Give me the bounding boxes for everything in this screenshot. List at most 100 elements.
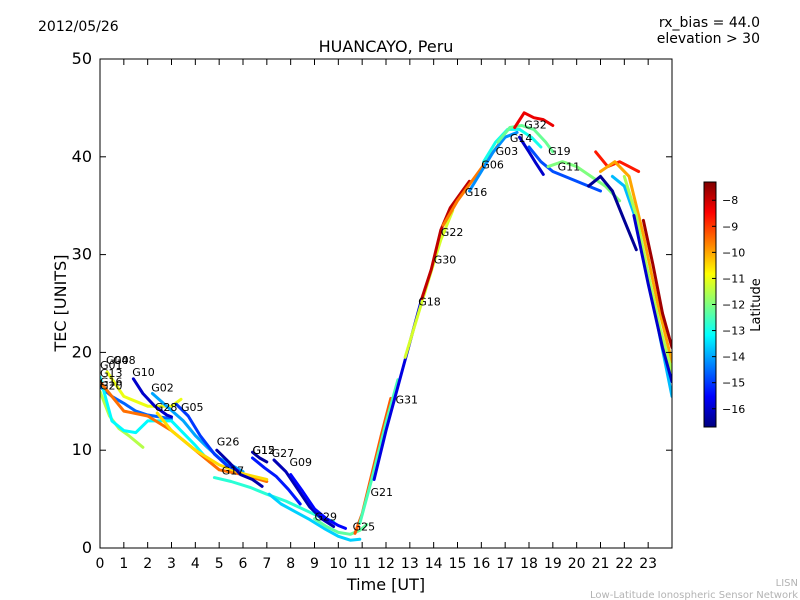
- satellite-label-g16: G16: [100, 376, 123, 389]
- series-line-g33: [599, 160, 672, 364]
- satellite-label-g02: G02: [151, 382, 174, 395]
- colorbar-tick-label: −9: [722, 220, 738, 233]
- x-tick-label: 6: [239, 556, 248, 572]
- x-tick-label: 10: [329, 556, 347, 572]
- series-layer: [100, 111, 672, 542]
- y-tick-label: 30: [72, 245, 92, 264]
- satellite-label-g22: G22: [441, 226, 464, 239]
- x-tick-label: 17: [496, 556, 514, 572]
- footer-network-name: Low-Latitude Ionospheric Sensor Network: [590, 590, 798, 600]
- chart-title: HUANCAYO, Peru: [319, 37, 454, 56]
- satellite-label-g10: G10: [132, 366, 155, 379]
- series-line-g35: [622, 174, 672, 374]
- satellite-label-g27: G27: [272, 447, 295, 460]
- y-tick-label: 0: [82, 538, 92, 557]
- satellite-label-g03: G03: [496, 145, 519, 158]
- colorbar-tick-label: −13: [722, 325, 745, 338]
- x-tick-label: 23: [639, 556, 657, 572]
- colorbar-tick-label: −15: [722, 377, 745, 390]
- series-line-g07: [105, 370, 183, 408]
- series-line-g15: [251, 450, 269, 464]
- y-tick-label: 20: [72, 342, 92, 361]
- satellite-label-g13: G13: [100, 367, 123, 380]
- x-tick-label: 12: [377, 556, 395, 572]
- x-tick-label: 16: [472, 556, 490, 572]
- satellite-label-g15: G15: [253, 444, 276, 457]
- satellite-label-g08: G08: [113, 354, 136, 367]
- x-tick-label: 8: [286, 556, 295, 572]
- elevation-label: elevation > 30: [657, 31, 760, 47]
- series-line-g19: [518, 135, 545, 176]
- satellite-label-g28: G28: [155, 401, 178, 414]
- satellite-label-g31: G31: [396, 393, 419, 406]
- satellite-label-g05: G05: [181, 401, 204, 414]
- axes: 0 1 2 3 4 5 6 7 8 9 10 11 12 13 14 15 16 17 18 19 20 21 22 2301…: [72, 49, 672, 572]
- satellite-label-g20: G20: [100, 380, 123, 393]
- series-line-g03: [482, 127, 543, 164]
- series-line-g29: [267, 492, 362, 542]
- series-line-g11: [546, 160, 622, 203]
- series-line-g01: [594, 150, 641, 173]
- series-line-g14: [496, 124, 555, 154]
- date-label: 2012/05/26: [38, 19, 119, 35]
- y-tick-label: 40: [72, 147, 92, 166]
- x-tick-label: 22: [615, 556, 633, 572]
- x-tick-label: 0: [96, 556, 105, 572]
- satellite-label-g04: G04: [106, 354, 129, 367]
- colorbar-tick-label: −16: [722, 403, 745, 416]
- series-line-g10: [131, 377, 173, 419]
- satellite-label-g16: G16: [465, 186, 488, 199]
- x-tick-label: 18: [520, 556, 538, 572]
- series-line-g09: [289, 473, 347, 530]
- satellite-label-g30: G30: [434, 253, 457, 266]
- series-line-g27: [272, 458, 336, 528]
- satellite-label-g18: G18: [418, 296, 441, 309]
- series-line-g05: [174, 402, 240, 473]
- x-tick-label: 19: [544, 556, 562, 572]
- series-line-g13: [100, 375, 212, 464]
- series-line-g32: [513, 111, 555, 129]
- x-tick-label: 3: [167, 556, 176, 572]
- colorbar-tick-label: −12: [722, 299, 745, 312]
- satellite-label-g11: G11: [558, 161, 581, 174]
- series-line-g28: [155, 411, 269, 481]
- satellite-label-g17: G17: [222, 465, 245, 478]
- x-tick-label: 5: [215, 556, 224, 572]
- x-tick-label: 14: [425, 556, 443, 572]
- x-tick-label: 9: [310, 556, 319, 572]
- y-tick-label: 50: [72, 49, 92, 68]
- x-tick-label: 13: [401, 556, 419, 572]
- y-axis-label: TEC [UNITS]: [51, 255, 70, 353]
- series-line-g12: [251, 456, 302, 506]
- y-tick-label: 10: [72, 440, 92, 459]
- satellite-label-g29: G29: [315, 511, 338, 524]
- satellite-label-g21: G21: [371, 486, 394, 499]
- series-line-g23: [587, 174, 638, 252]
- satellite-label-g19: G19: [548, 145, 571, 158]
- series-line-g37: [632, 214, 672, 384]
- satellite-label-g12: G12: [253, 444, 276, 457]
- colorbar-tick-label: −8: [722, 194, 738, 207]
- satellite-label-g01: G01: [100, 359, 123, 372]
- series-line-g31: [358, 378, 400, 525]
- satellite-label-g09: G09: [290, 456, 313, 469]
- series-line-g36: [641, 218, 672, 349]
- rx-bias-label: rx_bias = 44.0: [659, 15, 760, 31]
- x-tick-label: 15: [449, 556, 467, 572]
- satellite-label-g25: G25: [353, 520, 376, 533]
- x-axis-label: Time [UT]: [346, 575, 425, 594]
- colorbar-label: Latitude: [749, 278, 764, 332]
- footer-network-short: LISN: [776, 578, 798, 589]
- satellite-label-g32: G32: [524, 118, 547, 131]
- x-tick-label: 7: [262, 556, 271, 572]
- x-tick-label: 1: [119, 556, 128, 572]
- satellite-label-g26: G26: [217, 435, 240, 448]
- plot-frame: [99, 58, 673, 549]
- x-tick-label: 2: [143, 556, 152, 572]
- colorbar-tick-label: −11: [722, 272, 745, 285]
- x-tick-label: 4: [191, 556, 200, 572]
- colorbar-ticks: −16 −15 −14 −13 −12 −11 −10 −9 −8: [712, 194, 745, 416]
- x-tick-label: 20: [568, 556, 586, 572]
